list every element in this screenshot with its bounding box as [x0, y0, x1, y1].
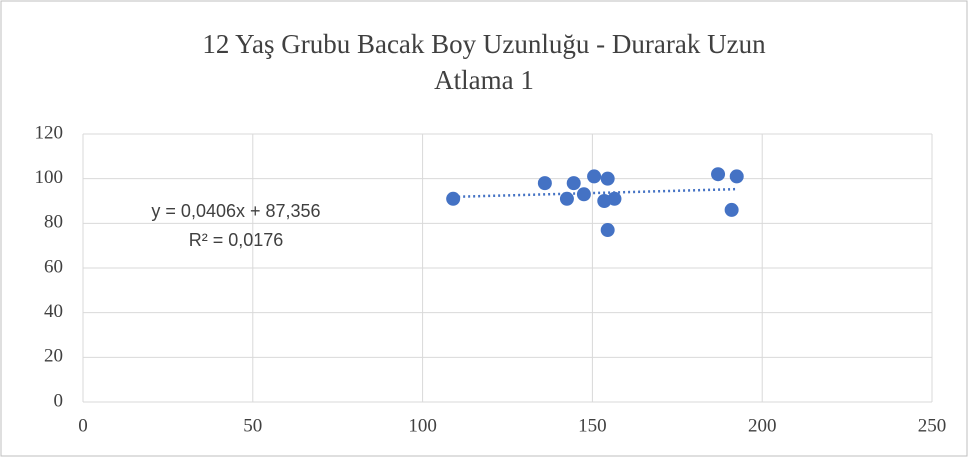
y-tick-label: 40: [44, 301, 63, 322]
point: [729, 169, 744, 184]
y-tick-label: 80: [44, 212, 63, 233]
point: [600, 223, 615, 238]
point: [576, 187, 591, 202]
x-tick-label: 150: [578, 415, 607, 436]
trendline-r-squared: R² = 0,0176: [189, 230, 284, 250]
point: [559, 191, 574, 206]
x-tick-label: 250: [918, 415, 947, 436]
trendline-equation: y = 0,0406x + 87,356: [151, 201, 320, 221]
chart-title: 12 Yaş Grubu Bacak Boy Uzunluğu - Durara…: [202, 29, 766, 95]
point: [537, 176, 552, 191]
point: [566, 176, 581, 191]
y-tick-label: 100: [35, 167, 64, 188]
point: [607, 191, 622, 206]
y-tick-label: 0: [54, 390, 64, 411]
point: [587, 169, 602, 184]
point: [711, 167, 726, 182]
y-tick-label: 60: [44, 256, 63, 277]
trendline: [453, 187, 737, 199]
x-tick-label: 100: [408, 415, 437, 436]
x-tick-label: 50: [243, 415, 262, 436]
point: [446, 191, 461, 206]
y-tick-label: 20: [44, 346, 63, 367]
y-tick-label: 120: [35, 122, 64, 143]
x-tick-label: 0: [78, 415, 88, 436]
point: [724, 202, 739, 217]
point: [600, 171, 615, 186]
x-tick-label: 200: [748, 415, 777, 436]
